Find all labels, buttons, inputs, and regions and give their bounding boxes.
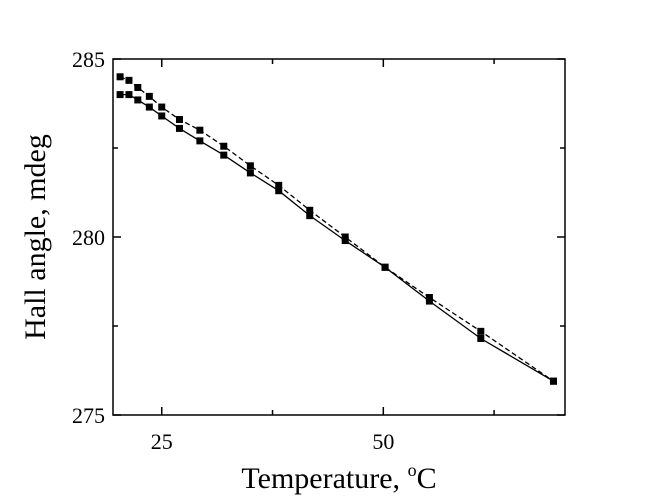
data-point bbox=[158, 103, 166, 111]
data-point bbox=[125, 76, 133, 84]
data-point bbox=[196, 137, 204, 145]
data-point bbox=[275, 181, 283, 189]
data-point bbox=[425, 297, 433, 305]
data-point bbox=[246, 169, 254, 177]
data-point bbox=[125, 91, 133, 99]
data-point bbox=[306, 206, 314, 214]
data-point bbox=[116, 91, 124, 99]
y-tick-label: 285 bbox=[72, 47, 105, 72]
x-axis-unit-superscript: o bbox=[408, 460, 417, 480]
data-point bbox=[175, 116, 183, 124]
data-point bbox=[196, 126, 204, 134]
series-1 bbox=[116, 73, 557, 385]
data-point bbox=[220, 151, 228, 159]
data-point bbox=[134, 83, 142, 91]
y-tick-label: 275 bbox=[72, 403, 105, 428]
x-axis-unit: C bbox=[417, 462, 437, 495]
data-point bbox=[425, 294, 433, 302]
x-tick-label: 50 bbox=[372, 429, 394, 454]
data-point bbox=[477, 334, 485, 342]
data-point bbox=[341, 233, 349, 241]
data-point bbox=[220, 142, 228, 150]
data-point bbox=[116, 73, 124, 81]
data-point bbox=[145, 103, 153, 111]
data-point bbox=[134, 96, 142, 104]
x-axis-label-text: Temperature, bbox=[241, 462, 407, 495]
data-point bbox=[477, 327, 485, 335]
axis-ticks bbox=[113, 58, 565, 416]
series-1-line bbox=[119, 76, 554, 382]
y-tick-label: 280 bbox=[72, 225, 105, 250]
data-point bbox=[381, 263, 389, 271]
data-point bbox=[246, 162, 254, 170]
series-2 bbox=[116, 91, 557, 385]
axis-tick-labels: 25 50 275 280 285 bbox=[72, 47, 394, 454]
data-point bbox=[175, 124, 183, 132]
series-2-line bbox=[120, 93, 554, 382]
data-point bbox=[145, 92, 153, 100]
x-tick-label: 25 bbox=[151, 429, 173, 454]
data-point bbox=[341, 237, 349, 245]
data-point bbox=[549, 377, 557, 385]
data-point bbox=[158, 112, 166, 120]
data-point bbox=[306, 212, 314, 220]
y-axis-label: Hall angle, mdeg bbox=[19, 134, 52, 340]
data-point bbox=[275, 187, 283, 195]
x-axis-label: Temperature, oC bbox=[241, 460, 436, 495]
data-series bbox=[116, 73, 557, 385]
